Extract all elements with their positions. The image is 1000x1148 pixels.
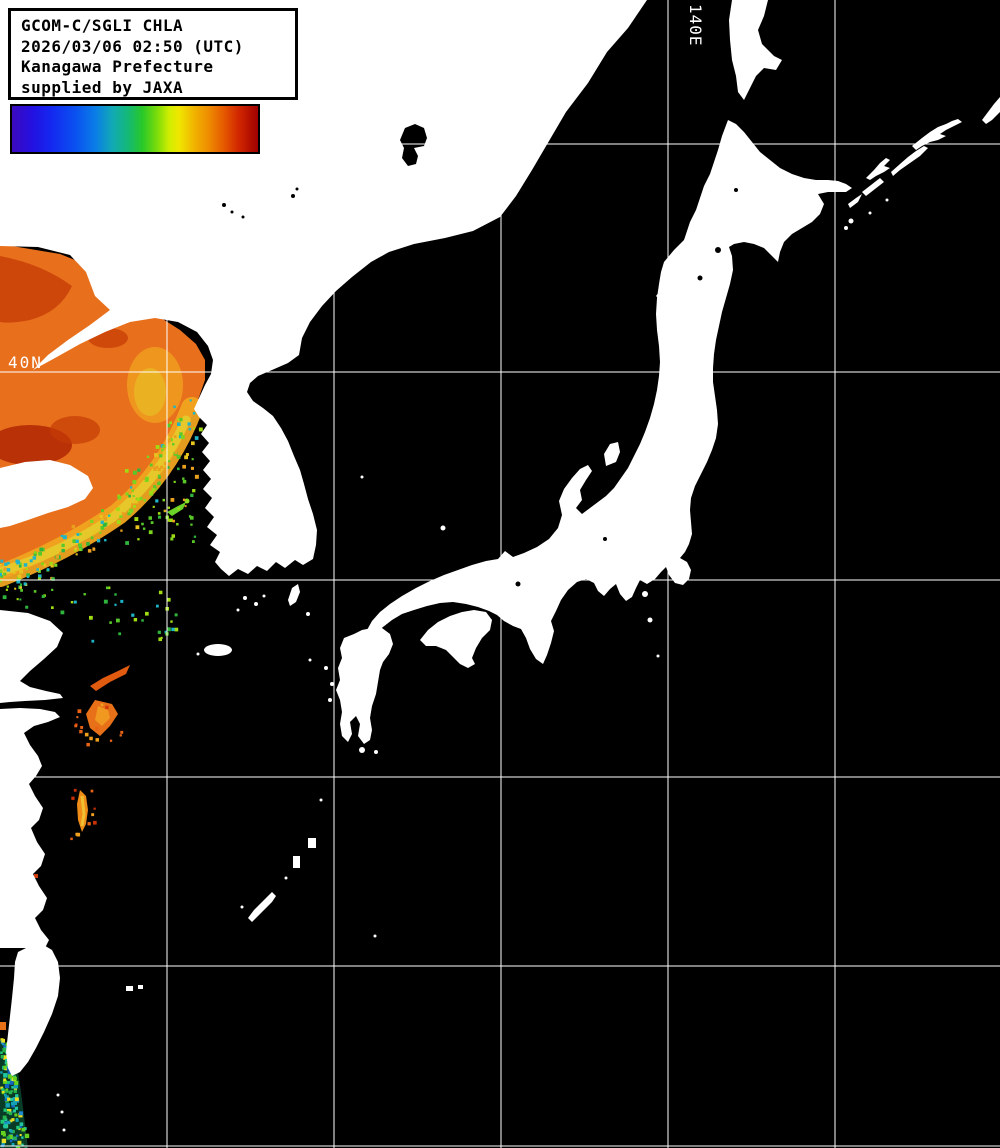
data-provider: supplied by JAXA	[21, 77, 184, 97]
land-sakhalin	[729, 0, 782, 100]
land-sado	[604, 442, 620, 466]
land-honshu	[367, 226, 733, 664]
latitude-label: 40N	[8, 353, 43, 372]
chlorophyll-speckles	[0, 399, 206, 1148]
color-scale-bar	[10, 104, 260, 154]
land-shikoku	[420, 610, 492, 668]
region-name: Kanagawa Prefecture	[21, 57, 214, 76]
land-taiwan	[6, 944, 60, 1076]
land-shandong	[0, 460, 93, 528]
chlorophyll-data-china-coast	[0, 665, 130, 1030]
land-china-south	[0, 708, 60, 948]
title-box: GCOM-C/SGLI CHLA 2026/03/06 02:50 (UTC) …	[8, 8, 298, 100]
map-labels: 140E 40N	[8, 4, 705, 372]
land-kuril-islands	[844, 97, 1000, 230]
product-name: GCOM-C/SGLI CHLA	[21, 16, 184, 35]
longitude-label: 140E	[686, 4, 705, 47]
land-kyushu	[336, 628, 393, 744]
land-china-north	[0, 610, 63, 703]
land-small-islands	[56, 475, 660, 1132]
observation-datetime: 2026/03/06 02:50 (UTC)	[21, 36, 244, 56]
ocean-holes	[222, 124, 738, 587]
